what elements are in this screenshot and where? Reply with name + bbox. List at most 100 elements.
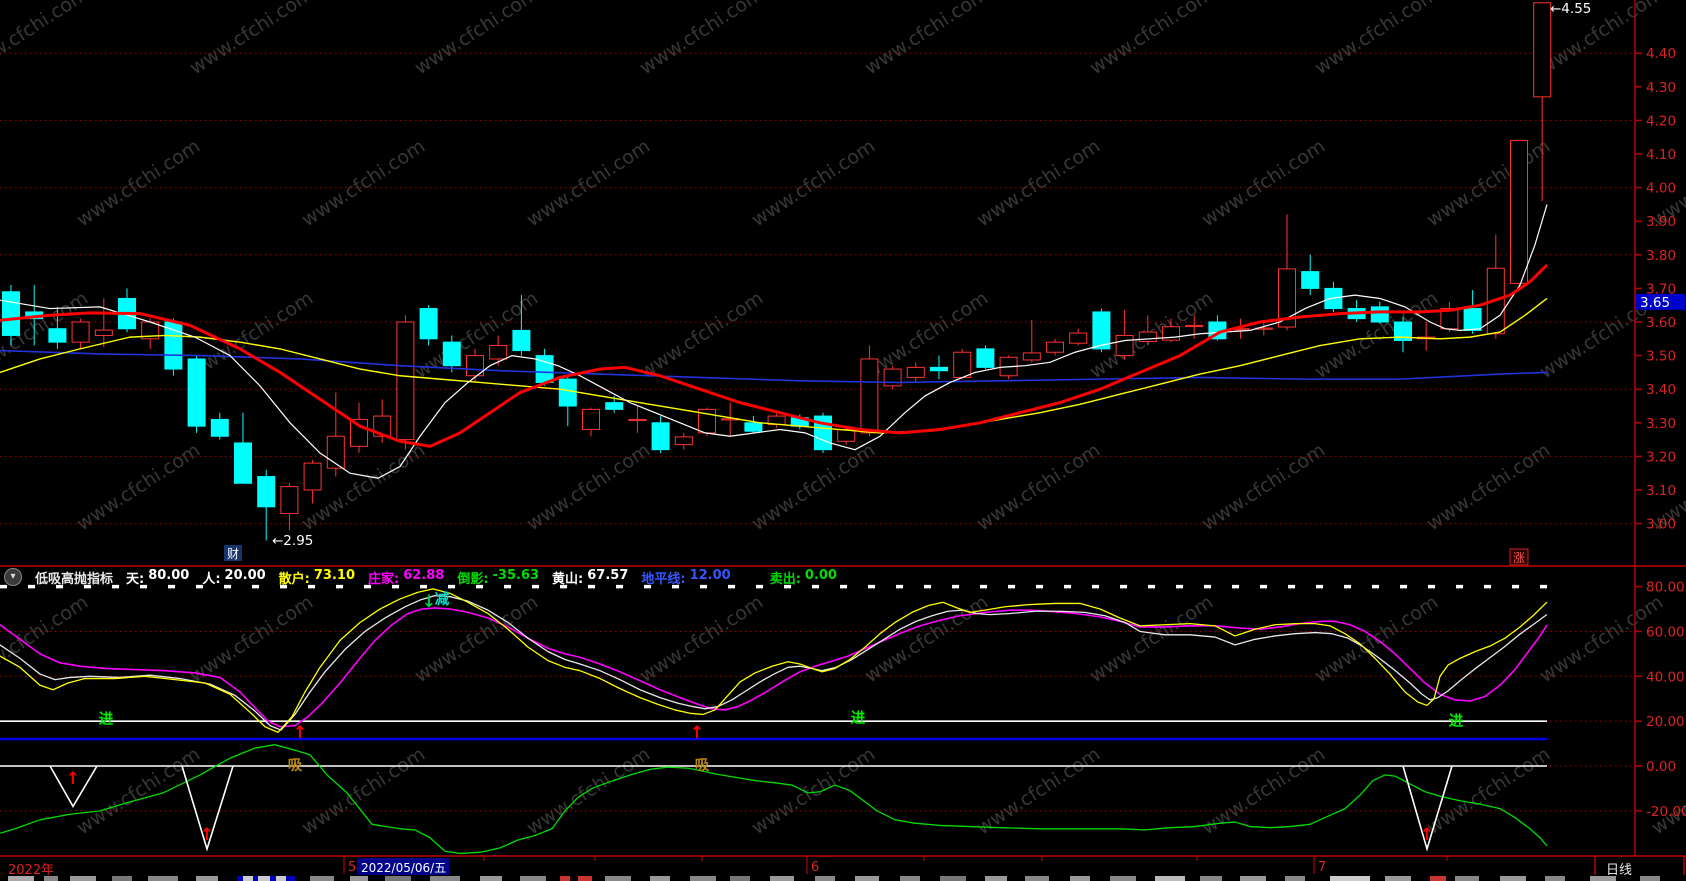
indicator-axis-label: -20.00 xyxy=(1646,804,1686,820)
price-axis-label: 3.30 xyxy=(1646,416,1676,432)
status-strip-fragment xyxy=(1545,876,1565,881)
indicator-value-ren: 人: 20.00 xyxy=(202,567,266,587)
status-strip-fragment xyxy=(1430,876,1446,881)
candle xyxy=(953,351,972,378)
watermark: www.cfchi.com xyxy=(73,439,204,535)
candle xyxy=(442,341,461,367)
zhang-marker-text: 涨 xyxy=(1513,550,1525,565)
indicator-value-daoying: 倒影: -35.63 xyxy=(457,567,540,587)
status-strip-fragment xyxy=(1200,876,1222,881)
watermark: www.cfchi.com xyxy=(1198,439,1329,535)
watermark: www.cfchi.com xyxy=(973,135,1104,231)
period-selector-daily[interactable]: 日线 xyxy=(1606,863,1633,878)
watermark: www.cfchi.com xyxy=(523,135,654,231)
signal-v-marker xyxy=(49,765,98,808)
buy-arrow-up-icon: ↑ xyxy=(66,769,80,789)
watermark: www.cfchi.com xyxy=(186,0,317,79)
status-strip-fragment xyxy=(650,876,670,881)
watermark: www.cfchi.com xyxy=(973,743,1104,839)
signal-label-减: 减 xyxy=(435,590,450,608)
indicator-value-zhuangjia: 庄家: 62.88 xyxy=(368,567,445,587)
status-strip-fragment xyxy=(730,876,750,881)
candle xyxy=(582,408,600,431)
status-strip-fragment xyxy=(1500,876,1526,881)
status-strip-fragment xyxy=(350,876,368,881)
watermark: www.cfchi.com xyxy=(973,439,1104,535)
indicator-line-庄家 xyxy=(0,607,1548,728)
status-strip-fragment xyxy=(310,876,334,881)
collapse-indicator-icon[interactable]: ▾ xyxy=(4,568,22,586)
candle xyxy=(48,328,67,343)
candle xyxy=(883,368,902,387)
candle xyxy=(628,418,647,422)
status-strip-fragment xyxy=(560,876,570,881)
watermark: www.cfchi.com xyxy=(411,0,542,79)
status-strip-fragment xyxy=(690,876,716,881)
indicator-axis-label: 40.00 xyxy=(1646,669,1685,685)
status-strip-fragment xyxy=(1240,876,1266,881)
candle xyxy=(164,321,183,370)
price-axis-label: 4.00 xyxy=(1646,181,1676,197)
candle xyxy=(94,329,113,336)
indicator-axis-label: 80.00 xyxy=(1646,580,1685,596)
watermark: www.cfchi.com xyxy=(1086,591,1217,687)
buy-arrow-up-icon: ↑ xyxy=(1420,825,1434,845)
candle xyxy=(674,436,693,446)
price-annotation-high-label: ←4.55 xyxy=(1550,1,1591,17)
watermark: www.cfchi.com xyxy=(636,287,767,383)
status-strip-fragment xyxy=(1110,876,1136,881)
status-strip-fragment xyxy=(815,876,835,881)
ma-line-yellow xyxy=(0,297,1548,434)
status-strip-fragment xyxy=(770,876,794,881)
status-strip-fragment xyxy=(430,876,460,881)
time-axis-month-label: 7 xyxy=(1318,860,1326,875)
price-axis-label: 3.60 xyxy=(1646,315,1676,331)
candle xyxy=(1092,311,1111,350)
watermark: www.cfchi.com xyxy=(523,439,654,535)
watermark: www.cfchi.com xyxy=(298,135,429,231)
signal-v-marker xyxy=(1402,765,1453,852)
candle xyxy=(489,345,508,360)
candle xyxy=(303,462,322,491)
candle xyxy=(350,418,368,447)
indicator-value-huangshan: 黄山: 67.57 xyxy=(552,567,629,587)
candle xyxy=(1185,324,1204,328)
candle xyxy=(605,402,624,410)
buy-arrow-up-icon: ↑ xyxy=(690,723,704,743)
cai-marker xyxy=(224,545,242,561)
candle xyxy=(1046,341,1064,353)
candle xyxy=(373,415,392,437)
watermark: www.cfchi.com xyxy=(748,439,879,535)
candle xyxy=(512,329,531,352)
buy-arrow-up-icon: ↑ xyxy=(200,825,214,845)
watermark: www.cfchi.com xyxy=(636,0,767,79)
price-annotation-low-label: ←2.95 xyxy=(272,533,313,549)
status-strip-fragment xyxy=(1330,876,1370,881)
watermark: www.cfchi.com xyxy=(861,591,992,687)
watermark: www.cfchi.com xyxy=(861,0,992,79)
candle xyxy=(860,358,879,434)
candle xyxy=(187,358,206,427)
status-strip-fragment xyxy=(900,876,920,881)
status-strip-fragment xyxy=(1025,876,1049,881)
watermark: www.cfchi.com xyxy=(748,743,879,839)
candle xyxy=(280,486,299,515)
watermark: www.cfchi.com xyxy=(1311,0,1442,79)
candle xyxy=(1115,334,1134,357)
status-strip-fragment xyxy=(940,876,966,881)
status-strip-fragment xyxy=(1385,876,1411,881)
status-strip-fragment xyxy=(148,876,178,881)
candle xyxy=(2,291,20,336)
status-strip-fragment xyxy=(243,876,253,881)
candle xyxy=(1301,271,1320,289)
time-axis-year-label: 2022年 xyxy=(8,863,55,878)
indicator-name: 低吸高抛指标 xyxy=(35,571,114,587)
candle xyxy=(71,321,90,343)
watermark: www.cfchi.com xyxy=(636,591,767,687)
signal-label-吸: 吸 xyxy=(695,757,710,774)
price-axis-label: 4.30 xyxy=(1646,80,1676,96)
indicator-axis-label: 0.00 xyxy=(1646,759,1676,775)
candle xyxy=(744,422,763,432)
status-strip-fragment xyxy=(112,876,132,881)
